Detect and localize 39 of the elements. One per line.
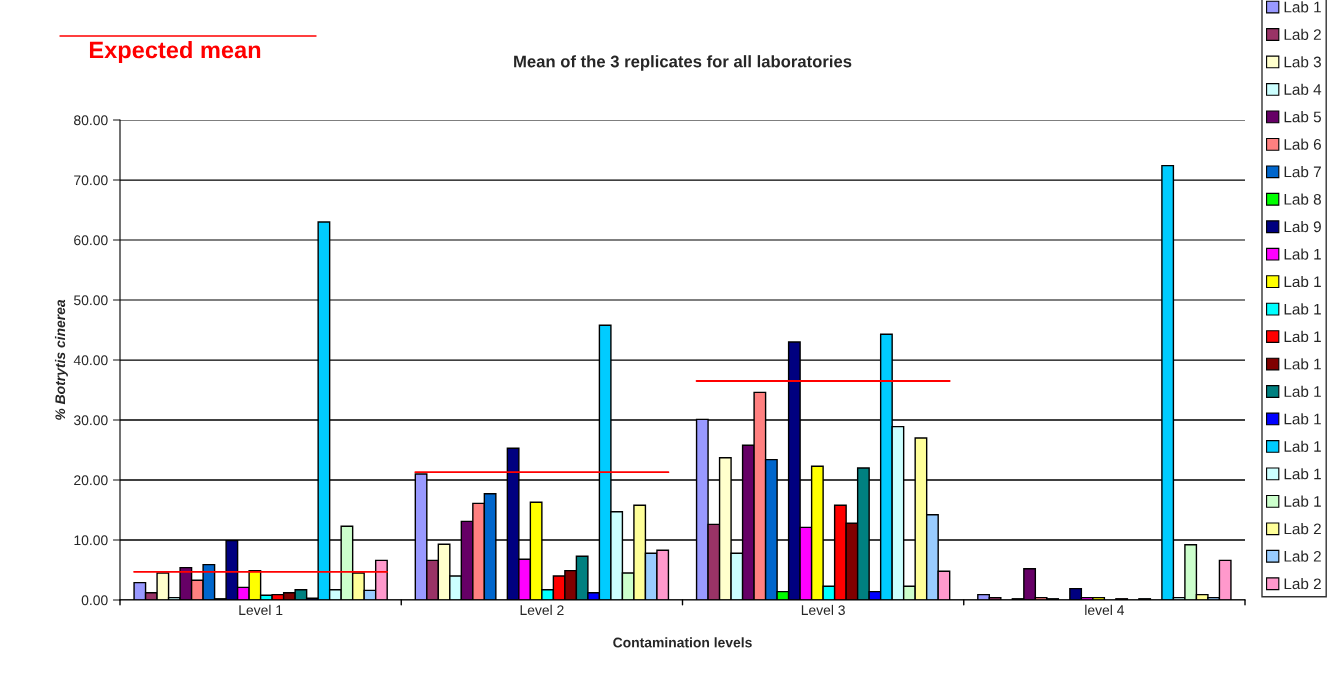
legend-label: Lab 2 xyxy=(1284,577,1321,590)
legend-label: Lab 1 xyxy=(1284,303,1321,315)
legend-label: Lab 1 xyxy=(1284,468,1321,480)
legend-label: Lab 1 xyxy=(1284,248,1321,260)
ref-line-label: Expected mean xyxy=(89,41,261,63)
legend-label: Lab 5 xyxy=(1284,111,1321,123)
legend-label: Lab 1 xyxy=(1284,358,1321,370)
legend-label: Lab 4 xyxy=(1284,83,1322,95)
x-tick-label: Level 2 xyxy=(520,604,564,616)
legend-label: Lab 1 xyxy=(1284,1,1321,13)
x-axis-title: Contamination levels xyxy=(613,637,752,648)
x-tick-label: Level 3 xyxy=(801,604,845,616)
y-axis-title: % Botrytis cinerea xyxy=(54,299,68,420)
y-tick-label: 0.00 xyxy=(81,595,108,606)
y-tick-label: 80.00 xyxy=(74,115,108,126)
x-tick-label: level 4 xyxy=(1085,604,1125,616)
legend-label: Lab 2 xyxy=(1284,523,1321,535)
y-tick-label: 20.00 xyxy=(74,475,108,486)
legend-label: Lab 1 xyxy=(1284,275,1321,288)
legend-label: Lab 8 xyxy=(1284,193,1321,205)
y-tick-label: 40.00 xyxy=(73,355,108,366)
chart-title: Mean of the 3 replicates for all laboratories xyxy=(514,55,852,71)
y-tick-label: 10.00 xyxy=(74,535,108,546)
legend-label: Lab 3 xyxy=(1284,56,1321,68)
legend-label: Lab 1 xyxy=(1284,440,1321,452)
legend-label: Lab 9 xyxy=(1284,220,1321,233)
legend-label: Lab 1 xyxy=(1284,385,1321,397)
legend-label: Lab 1 xyxy=(1284,495,1321,507)
legend-label: Lab 1 xyxy=(1284,330,1321,343)
legend-label: Lab 1 xyxy=(1284,413,1321,425)
legend-label: Lab 2 xyxy=(1284,28,1321,40)
y-tick-label: 30.00 xyxy=(73,415,108,426)
y-tick-label: 70.00 xyxy=(74,175,108,186)
x-tick-label: Level 1 xyxy=(239,604,283,616)
y-tick-label: 60.00 xyxy=(74,235,108,246)
y-tick-label: 50.00 xyxy=(74,295,108,306)
legend-label: Lab 7 xyxy=(1284,166,1321,178)
legend-label: Lab 6 xyxy=(1284,138,1321,150)
legend-label: Lab 2 xyxy=(1284,550,1321,562)
